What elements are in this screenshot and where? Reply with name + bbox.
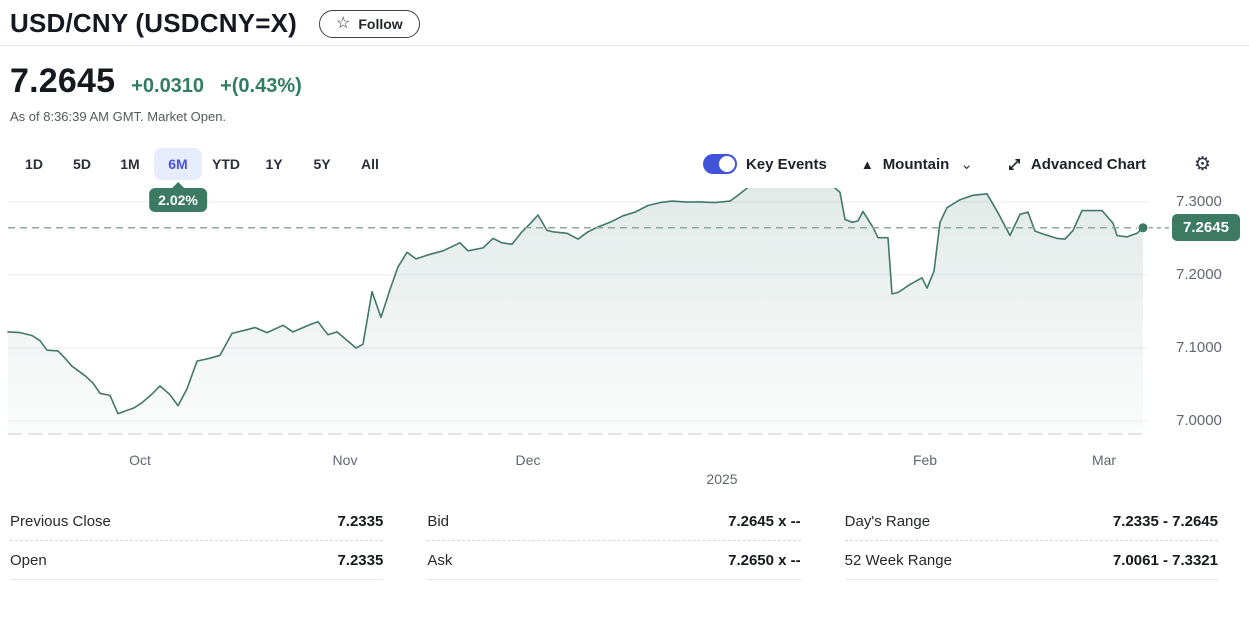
tab-1d[interactable]: 1D bbox=[25, 156, 43, 172]
gear-icon[interactable]: ⚙ bbox=[1193, 153, 1211, 175]
tab-5d[interactable]: 5D bbox=[73, 156, 91, 172]
chart-toolbar: 1D 5D 1M 6M 2.02% YTD 1Y 5Y All Key Even… bbox=[0, 148, 1249, 212]
star-icon: ☆ bbox=[336, 14, 351, 32]
header-divider bbox=[0, 45, 1249, 46]
quote-summary: 7.2645 +0.0310 +(0.43%) bbox=[0, 46, 1249, 103]
tab-6m[interactable]: 6M bbox=[154, 148, 202, 180]
stat-previous-close: Previous Close 7.2335 bbox=[10, 502, 384, 541]
page-header: USD/CNY (USDCNY=X) ☆ Follow bbox=[0, 0, 1249, 45]
tab-1y[interactable]: 1Y bbox=[265, 156, 283, 172]
x-axis-label: Dec bbox=[515, 452, 541, 468]
page-title: USD/CNY (USDCNY=X) bbox=[10, 8, 297, 38]
chart-price-line bbox=[7, 188, 1144, 415]
key-events-control: Key Events bbox=[702, 154, 827, 174]
y-axis-label: 7.1000 bbox=[1176, 338, 1222, 356]
quote-statistics: Previous Close 7.2335 Open 7.2335 Bid 7.… bbox=[10, 502, 1218, 580]
period-change-badge: 2.02% bbox=[149, 188, 207, 212]
price-change-percent: +(0.43%) bbox=[220, 75, 302, 97]
follow-button[interactable]: ☆ Follow bbox=[319, 9, 420, 38]
x-axis-label: Nov bbox=[332, 452, 358, 468]
y-axis-label: 7.2000 bbox=[1176, 265, 1222, 283]
x-axis-year-label: 2025 bbox=[706, 471, 738, 487]
y-axis-label: 7.3000 bbox=[1176, 192, 1222, 210]
stat-52-week-range: 52 Week Range 7.0061 - 7.3321 bbox=[844, 541, 1218, 580]
toggle-knob bbox=[718, 156, 735, 172]
toolbar-right-controls: Key Events ▲ Mountain ⌄ Advanced Chart ⚙ bbox=[702, 153, 1211, 176]
x-axis-label: Mar bbox=[1091, 452, 1117, 468]
price-chart[interactable]: 7.3000 7.2000 7.1000 7.0000 7.2645 Oct N… bbox=[0, 188, 1249, 490]
range-tabs: 1D 5D 1M 6M 2.02% YTD 1Y 5Y All bbox=[10, 148, 394, 212]
advanced-chart-button[interactable]: Advanced Chart bbox=[1007, 156, 1146, 173]
current-price: 7.2645 bbox=[10, 62, 116, 100]
key-events-label: Key Events bbox=[745, 155, 827, 173]
chevron-down-icon: ⌄ bbox=[960, 155, 973, 173]
stat-bid: Bid 7.2645 x -- bbox=[427, 502, 801, 541]
chart-area-fill bbox=[8, 188, 1143, 434]
stats-column: Bid 7.2645 x -- Ask 7.2650 x -- bbox=[427, 502, 801, 580]
tab-ytd[interactable]: YTD bbox=[212, 156, 240, 172]
mountain-icon: ▲ bbox=[860, 156, 874, 172]
advanced-chart-label: Advanced Chart bbox=[1030, 155, 1146, 173]
stats-column: Day's Range 7.2335 - 7.2645 52 Week Rang… bbox=[844, 502, 1218, 580]
stat-ask: Ask 7.2650 x -- bbox=[427, 541, 801, 580]
tab-5y[interactable]: 5Y bbox=[313, 156, 331, 172]
chart-type-label: Mountain bbox=[882, 155, 950, 173]
expand-icon bbox=[1008, 158, 1020, 170]
price-change: +0.0310 bbox=[131, 75, 205, 97]
x-axis-label: Oct bbox=[129, 452, 151, 468]
price-chart-svg bbox=[7, 188, 1171, 435]
current-price-pill: 7.2645 bbox=[1172, 214, 1240, 242]
stat-days-range: Day's Range 7.2335 - 7.2645 bbox=[844, 502, 1218, 541]
key-events-toggle[interactable] bbox=[702, 154, 737, 174]
tab-1m[interactable]: 1M bbox=[120, 156, 140, 172]
chart-type-dropdown[interactable]: ▲ Mountain ⌄ bbox=[861, 156, 973, 173]
stat-open: Open 7.2335 bbox=[10, 541, 384, 580]
x-axis-label: Feb bbox=[912, 452, 938, 468]
tab-all[interactable]: All bbox=[361, 156, 379, 172]
follow-button-label: Follow bbox=[358, 15, 403, 32]
y-axis-label: 7.0000 bbox=[1176, 412, 1222, 429]
last-price-dot bbox=[1138, 223, 1148, 233]
as-of-text: As of 8:36:39 AM GMT. Market Open. bbox=[10, 109, 227, 124]
stats-column: Previous Close 7.2335 Open 7.2335 bbox=[10, 502, 384, 580]
